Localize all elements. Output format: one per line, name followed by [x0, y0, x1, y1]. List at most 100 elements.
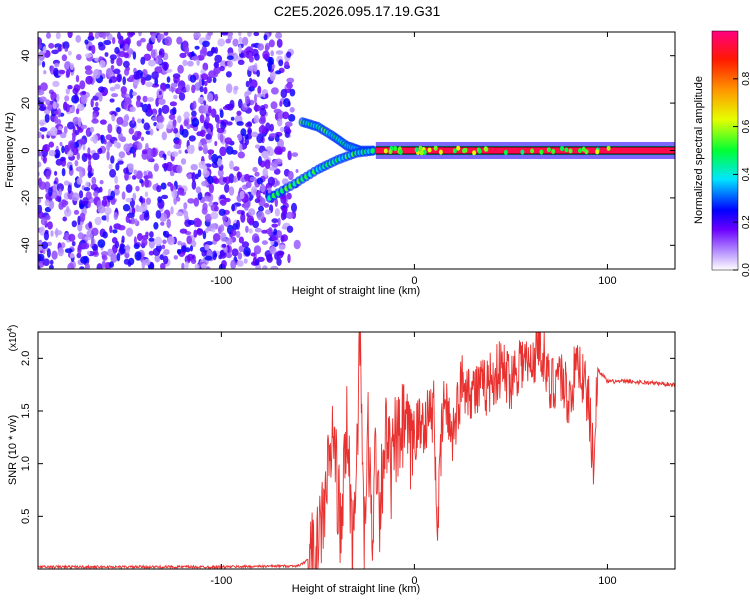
noise-blob [258, 125, 267, 135]
noise-blob [143, 258, 151, 266]
noise-blob [191, 84, 196, 94]
noise-blob [109, 261, 114, 268]
noise-blob [98, 92, 103, 102]
noise-blob [216, 234, 220, 242]
band-blob [433, 145, 438, 151]
colorbar-tick-label: 0.6 [741, 119, 750, 133]
noise-blob [245, 80, 250, 88]
noise-blob [141, 149, 148, 155]
noise-blob [38, 43, 42, 50]
noise-blob [146, 154, 154, 162]
noise-blob [117, 160, 124, 165]
noise-blob [263, 34, 268, 41]
noise-blob [79, 204, 85, 210]
noise-blob [80, 256, 88, 264]
noise-blob [254, 198, 261, 204]
noise-blob [123, 101, 128, 110]
band-blob [452, 148, 457, 154]
noise-blob [185, 84, 190, 93]
noise-blob [236, 171, 243, 179]
noise-blob [94, 216, 102, 226]
noise-blob [64, 95, 70, 102]
noise-blob [163, 249, 170, 255]
noise-blob [138, 32, 142, 37]
noise-blob [277, 117, 283, 127]
noise-blob [216, 122, 220, 130]
noise-blob [133, 169, 138, 176]
noise-blob [67, 85, 73, 90]
noise-blob [85, 75, 93, 85]
noise-blob [173, 94, 178, 100]
noise-blob [208, 105, 212, 114]
noise-blob [213, 61, 220, 68]
chart-title: C2E5.2026.095.17.19.G31 [273, 3, 441, 19]
band-blob [546, 147, 551, 153]
noise-blob [238, 143, 243, 152]
noise-blob [237, 151, 245, 159]
noise-blob [101, 215, 108, 221]
noise-blob [201, 73, 209, 80]
noise-blob [274, 208, 280, 217]
noise-blob [150, 33, 156, 43]
noise-blob [48, 264, 54, 269]
noise-blob [39, 96, 47, 102]
noise-blob [237, 252, 243, 260]
noise-blob [184, 261, 189, 269]
noise-blob [55, 152, 60, 158]
y-tick-label: 2.0 [20, 351, 32, 366]
noise-blob [178, 92, 186, 101]
noise-blob [176, 211, 184, 217]
noise-blob [254, 93, 257, 103]
noise-blob [75, 108, 80, 115]
noise-blob [108, 163, 113, 170]
noise-blob [182, 59, 188, 67]
band-blob [595, 149, 600, 155]
noise-blob [57, 108, 62, 118]
noise-blob [55, 158, 63, 166]
colorbar: 0.0 0.2 0.4 0.6 0.8 Normalized spectral ampl… [693, 30, 750, 277]
noise-blob [243, 258, 248, 264]
spectrogram-ylabel: Frequency (Hz) [4, 112, 16, 188]
noise-blob [269, 246, 277, 255]
y-tick-label: -40 [20, 237, 32, 253]
noise-blob [275, 32, 283, 39]
noise-blob [160, 182, 167, 190]
noise-blob [201, 250, 207, 257]
noise-blob [207, 128, 211, 134]
noise-blob [241, 177, 245, 183]
noise-blob [178, 191, 185, 196]
noise-blob [133, 71, 140, 80]
noise-blob [166, 123, 174, 130]
noise-blob [44, 113, 50, 123]
noise-blob [258, 117, 266, 125]
noise-blob [84, 65, 92, 71]
noise-blob [173, 143, 181, 149]
noise-blob [170, 206, 174, 215]
band-blob [462, 148, 467, 154]
noise-blob [222, 214, 228, 222]
noise-blob [113, 187, 120, 196]
noise-blob [157, 33, 165, 40]
noise-blob [244, 137, 249, 146]
noise-blob [161, 194, 169, 200]
noise-blob [200, 129, 206, 137]
noise-blob [59, 132, 67, 139]
noise-blob [38, 59, 42, 66]
noise-blob [270, 50, 275, 57]
y-tick-label: 40 [20, 50, 32, 62]
noise-blob [274, 147, 282, 155]
noise-blob [111, 237, 118, 244]
noise-blob [243, 173, 251, 181]
noise-blob [117, 225, 126, 231]
snr-scale-factor: (x104) [7, 325, 19, 352]
noise-blob [123, 143, 131, 153]
noise-blob [76, 152, 81, 161]
noise-blob [39, 127, 48, 132]
noise-blob [67, 184, 72, 194]
noise-blob [179, 228, 188, 234]
noise-blob [287, 170, 294, 181]
noise-blob [84, 39, 89, 45]
colorbar-tick-label: 0.0 [741, 263, 750, 277]
noise-blob [145, 197, 151, 205]
noise-blob [134, 251, 142, 261]
